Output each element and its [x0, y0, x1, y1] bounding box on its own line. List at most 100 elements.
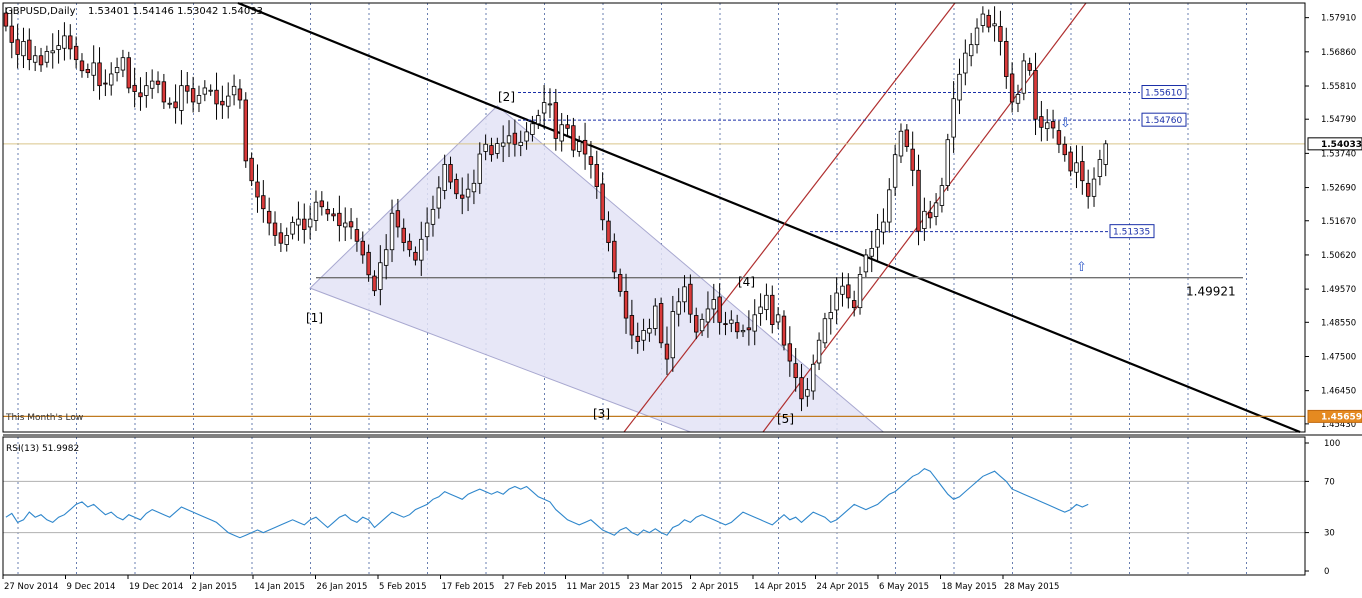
bull-candle	[109, 73, 114, 86]
bear-candle	[3, 12, 9, 27]
price-axis-label: 1.46450	[1321, 387, 1356, 397]
bear-candle	[986, 14, 991, 28]
rsi-layer	[3, 467, 1305, 539]
bull-candle	[559, 124, 564, 142]
bull-candle	[705, 308, 711, 323]
bear-candle	[220, 100, 225, 106]
bull-candle	[120, 57, 126, 71]
bear-candle	[354, 229, 360, 242]
price-axis-label: 1.52690	[1321, 184, 1356, 194]
bear-candle	[688, 283, 693, 315]
bull-candle	[419, 238, 424, 261]
bear-candle	[1062, 143, 1067, 156]
price-axis-label: 1.54790	[1321, 115, 1356, 125]
bear-candle	[1056, 130, 1062, 145]
price-axis-label: 1.55810	[1321, 82, 1356, 92]
bear-candle	[1039, 116, 1044, 128]
bear-candle	[214, 89, 219, 105]
bull-candle	[208, 89, 213, 92]
bear-candle	[1080, 161, 1085, 182]
bull-candle	[729, 319, 734, 324]
bear-candle	[9, 25, 14, 43]
price-axis-label: 1.45430	[1321, 420, 1356, 430]
bull-candle	[424, 222, 430, 238]
bull-candle	[892, 154, 898, 188]
level-1-49921-label: 1.49921	[1186, 285, 1236, 299]
bull-candle	[840, 285, 845, 295]
bull-candle	[828, 312, 833, 320]
bull-candle	[313, 201, 319, 221]
bear-candle	[249, 157, 254, 182]
bull-candle	[196, 95, 202, 104]
price-axis-label: 1.57910	[1321, 14, 1356, 24]
bull-candle	[202, 87, 208, 95]
bear-candle	[366, 251, 371, 276]
price-axis-label: 1.50620	[1321, 251, 1356, 261]
bear-candle	[460, 194, 465, 199]
bull-candle	[500, 142, 506, 147]
bull-candle	[1021, 60, 1027, 94]
price-pane-frame	[2, 2, 1306, 433]
bull-candle	[887, 189, 892, 223]
bull-candle	[21, 41, 26, 57]
price-axis-label: 1.51670	[1321, 217, 1356, 227]
bull-candle	[442, 164, 447, 191]
month-low-tag	[1307, 409, 1362, 423]
bear-candle	[904, 129, 910, 147]
bear-candle	[746, 327, 752, 331]
bull-candle	[711, 299, 716, 310]
bull-candle	[378, 262, 383, 290]
rsi-axis-label: 100	[1324, 439, 1340, 449]
bear-candle	[401, 227, 406, 243]
bull-candle	[296, 218, 301, 226]
bear-candle	[132, 84, 137, 92]
bull-candle	[875, 229, 880, 248]
bull-candle	[495, 143, 500, 154]
bear-candle	[664, 343, 670, 360]
bull-candle	[290, 221, 295, 235]
bear-candle	[658, 303, 664, 344]
bear-candle	[582, 139, 588, 155]
bear-candle	[337, 212, 342, 227]
bull-candle	[816, 339, 822, 364]
bull-candle	[922, 210, 927, 229]
bear-candle	[325, 208, 330, 215]
bear-candle	[600, 183, 605, 221]
bull-candle	[834, 292, 839, 311]
current-price-value: 1.54033	[1321, 140, 1362, 150]
bear-candle	[916, 169, 921, 232]
bear-candle	[851, 300, 857, 309]
level-label: 1.54760	[1145, 116, 1182, 126]
bull-candle	[343, 222, 348, 228]
bear-candle	[1004, 41, 1009, 77]
bear-candle	[799, 377, 804, 400]
wave-label-4: [4]	[738, 275, 755, 289]
month-low-tag-value: 1.45659	[1321, 412, 1362, 422]
bear-candle	[190, 88, 196, 103]
price-axis-label: 1.47500	[1321, 352, 1356, 362]
bull-candle	[740, 330, 746, 333]
bull-candle	[857, 274, 863, 309]
bull-candle	[144, 85, 149, 96]
bull-candle	[951, 98, 956, 138]
bull-candle	[641, 330, 646, 341]
rsi-pane-frame	[2, 436, 1306, 576]
wave-label-2: [2]	[498, 90, 515, 104]
rsi-label: RSI(13) 51.9982	[6, 444, 79, 454]
time-axis-label: 14 Jan 2015	[254, 582, 305, 592]
bear-candle	[79, 60, 85, 72]
level-label-box	[1141, 112, 1187, 127]
bear-candle	[255, 181, 260, 198]
time-axis-label: 5 Feb 2015	[379, 582, 427, 592]
bear-candle	[448, 164, 453, 183]
bear-candle	[319, 200, 325, 208]
time-axis-label: 2 Jan 2015	[192, 582, 238, 592]
bear-candle	[138, 92, 143, 98]
bear-candle	[395, 210, 401, 228]
bear-candle	[734, 322, 740, 333]
time-axis-label: 9 Dec 2014	[67, 582, 116, 592]
bull-candle	[167, 102, 172, 105]
bear-candle	[723, 323, 728, 326]
bull-candle	[1091, 178, 1097, 197]
